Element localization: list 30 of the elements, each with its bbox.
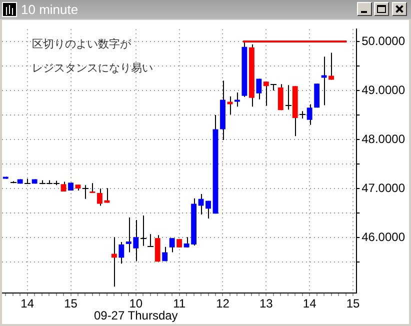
- annotation: 区切りのよい数字が: [32, 38, 132, 51]
- candlestick: [111, 236, 117, 288]
- y-tick-label: 50.0000: [362, 34, 406, 48]
- candlestick: [285, 84, 292, 110]
- annotation: レジスタンスになり易い: [32, 62, 153, 75]
- candlestick: [206, 200, 211, 219]
- candlestick: [140, 215, 147, 246]
- candlestick: [90, 182, 96, 194]
- chart-title: 10 minute: [21, 2, 78, 17]
- x-tick-label: 14: [20, 296, 34, 310]
- y-tick-label: 46.0000: [362, 230, 406, 244]
- candlestick: [328, 52, 334, 80]
- y-tick-label: 49.0000: [362, 82, 406, 97]
- candlestick: [256, 78, 262, 100]
- candlestick: [278, 84, 284, 111]
- candlestick: [162, 246, 168, 262]
- candlestick: [82, 184, 89, 200]
- x-tick-label: 12: [216, 296, 230, 310]
- x-tick-label: 15: [64, 296, 78, 310]
- x-tick-label: 14: [302, 296, 317, 310]
- x-tick-label: 11: [173, 296, 186, 310]
- candlestick: [169, 238, 175, 253]
- candlestick: [118, 242, 124, 264]
- y-tick-label: 48.0000: [362, 132, 406, 146]
- y-tick-label: 47.0000: [362, 180, 406, 195]
- x-tick-label: 13: [259, 296, 274, 310]
- candlestick: [234, 92, 240, 108]
- candlestick: [299, 110, 306, 119]
- candlestick: [147, 234, 154, 247]
- x-tick-label: 15: [346, 296, 360, 310]
